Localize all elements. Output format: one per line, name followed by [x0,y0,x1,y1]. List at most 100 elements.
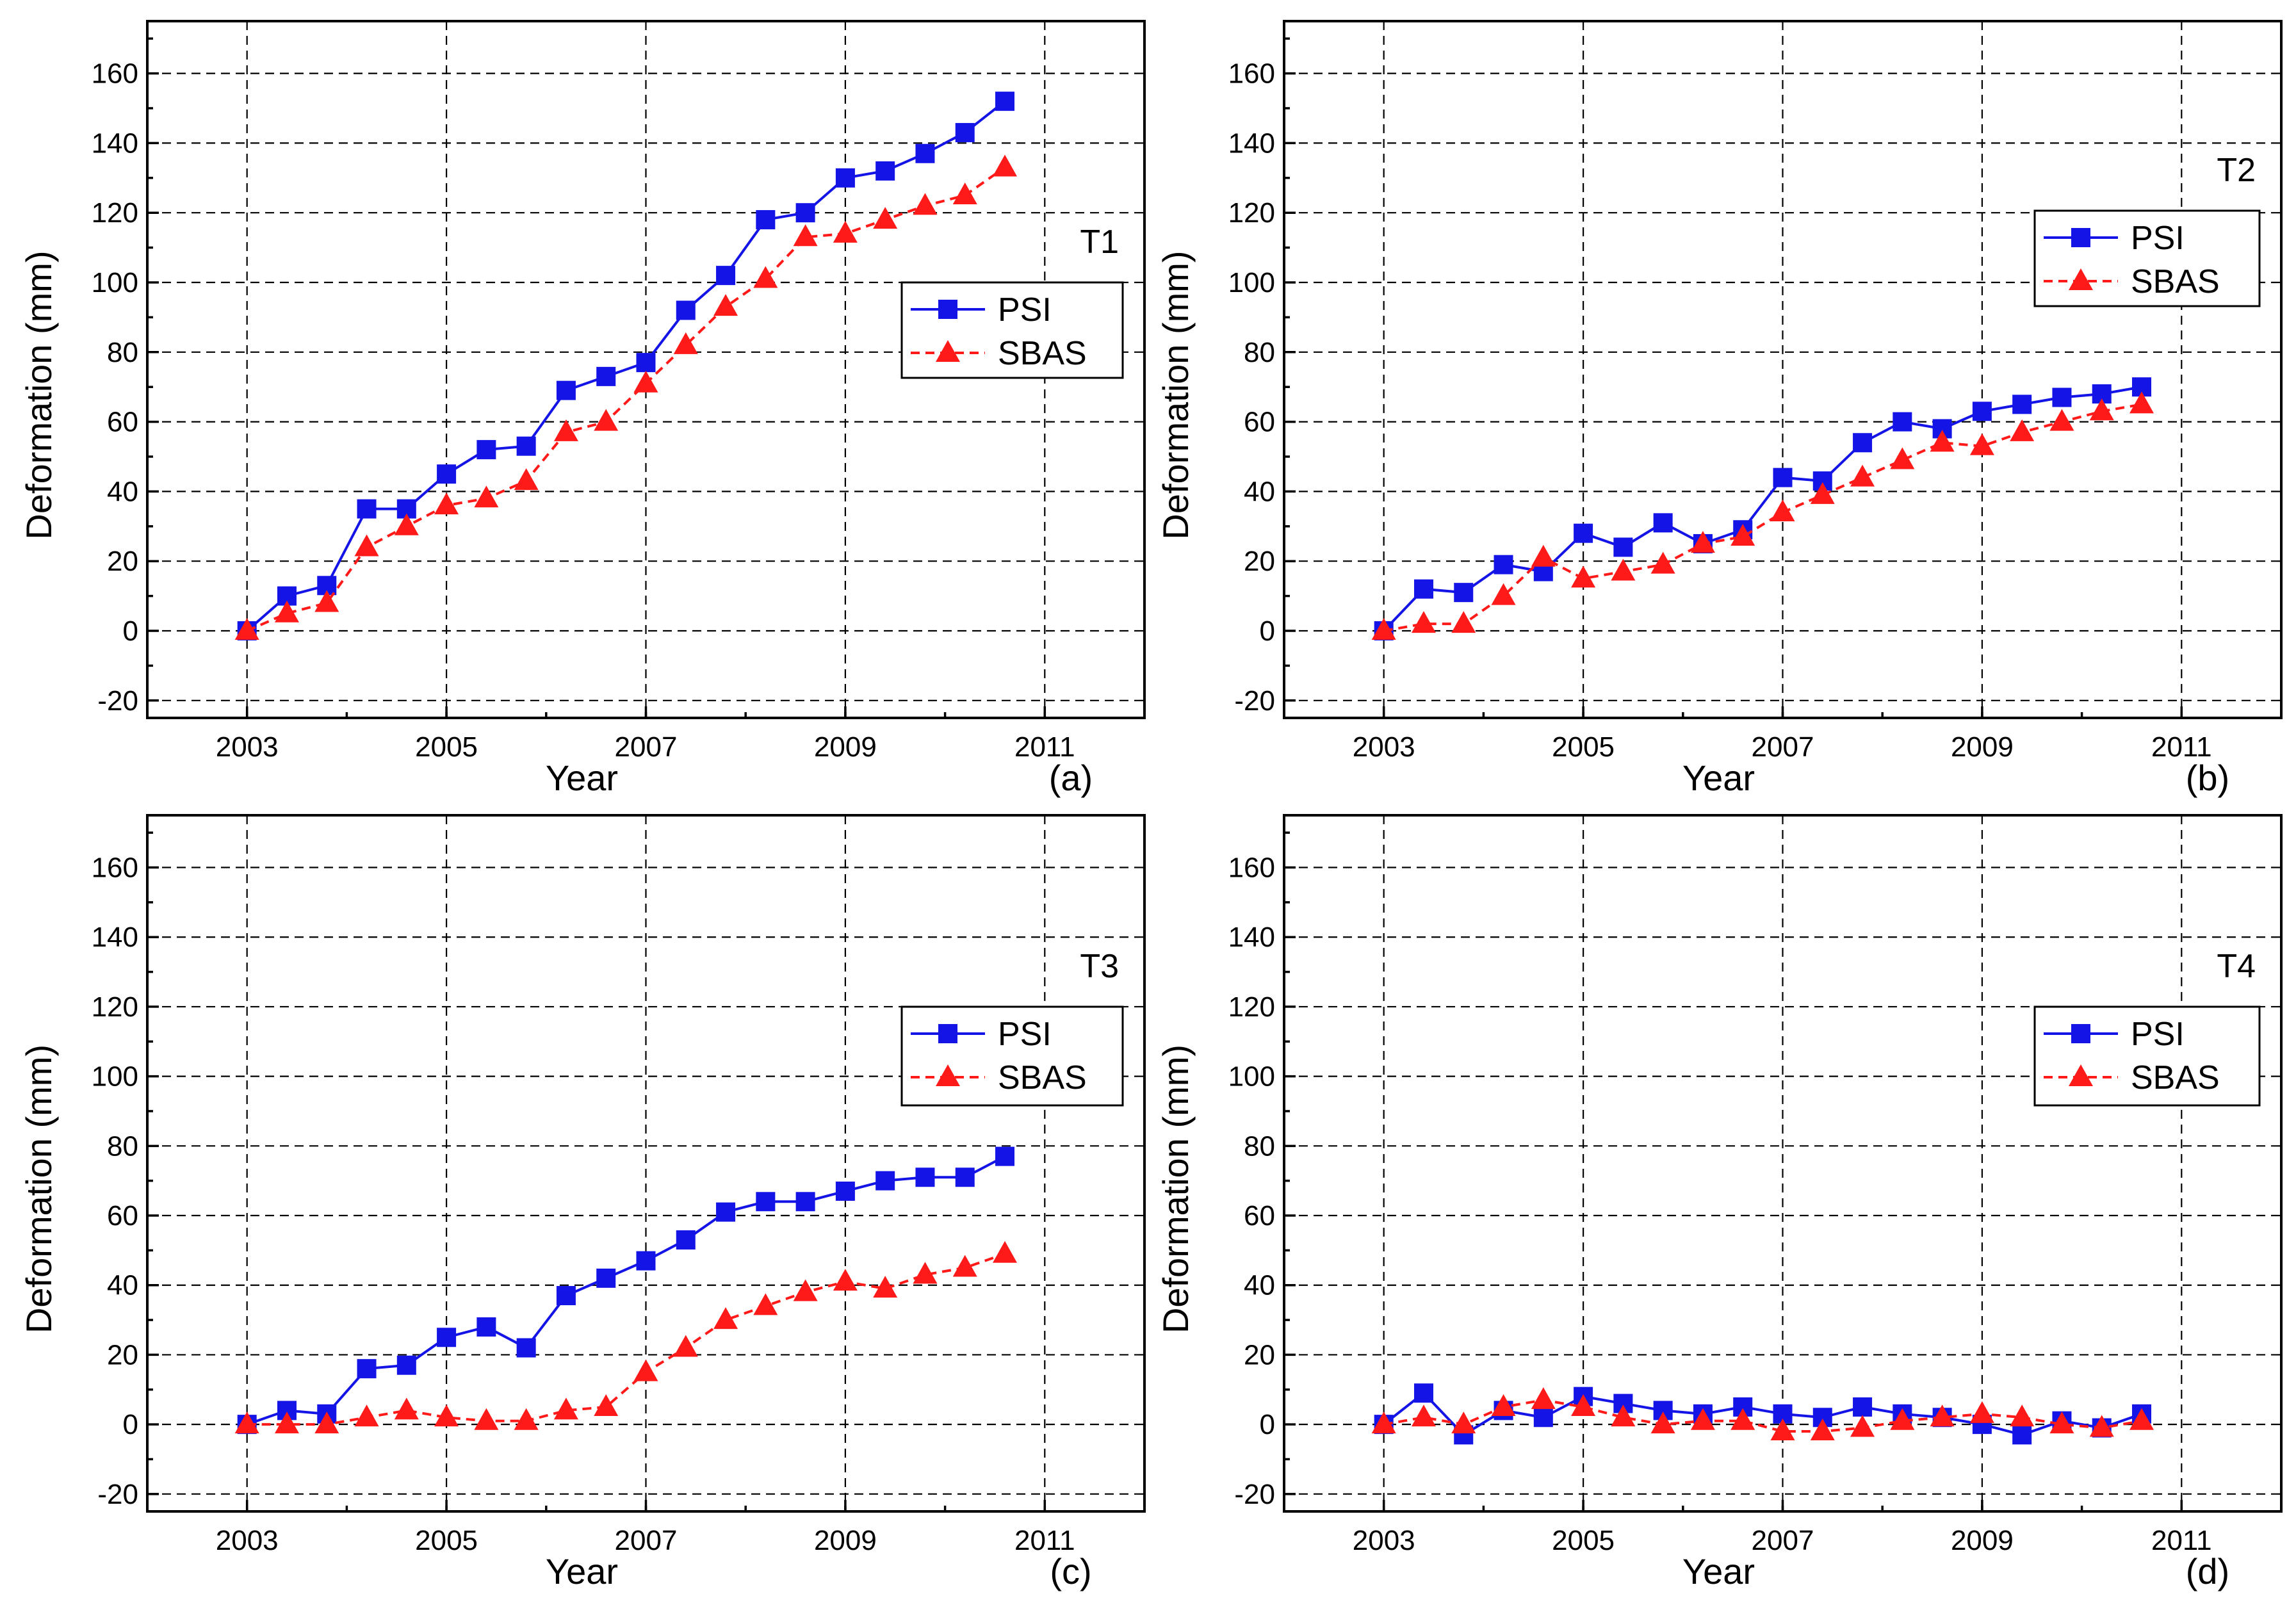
data-point-sbas [952,1255,977,1277]
legend: PSI SBAS [2033,209,2261,307]
data-point-psi [556,380,576,400]
y-tick-label: -20 [1234,1479,1275,1510]
data-point-sbas [354,534,379,557]
data-point-sbas [1969,1401,1994,1423]
data-point-psi [2052,387,2072,407]
y-tick-label: 80 [1244,337,1275,368]
y-tick-label: 100 [1228,1061,1275,1093]
y-tick-label: 0 [123,615,138,647]
data-point-sbas [1770,1418,1795,1440]
y-tick-label: 60 [1244,407,1275,438]
legend: PSI SBAS [2033,1005,2261,1107]
x-axis-title: Year [546,1551,618,1591]
data-point-psi [915,143,935,163]
data-point-sbas [913,1262,938,1284]
data-point-psi [1853,433,1873,453]
data-point-sbas [873,1276,898,1298]
data-point-psi [1653,513,1673,533]
data-point-sbas [673,332,698,354]
data-point-sbas [993,154,1018,177]
y-tick-label: 40 [107,1270,138,1301]
data-point-psi [875,161,895,181]
y-tick-label: 80 [107,337,138,368]
legend-label-psi: PSI [2131,220,2185,257]
y-tick-label: 160 [1228,852,1275,884]
y-tick-label: 140 [1228,127,1275,159]
y-tick-label: 140 [92,922,138,953]
panel-t2: 2003 2005 2007 2009 2011 -20 0 20 40 60 80 100 120 14… [1155,20,2283,798]
data-point-psi [835,1181,855,1201]
y-tick-label: 20 [1244,546,1275,577]
data-point-psi [995,1146,1015,1166]
legend-box [2033,209,2261,307]
data-point-psi [915,1167,935,1187]
data-point-sbas [1491,1394,1516,1416]
y-tick-label: 160 [92,852,138,884]
data-point-psi [1972,402,1992,421]
data-point-psi [1494,555,1513,574]
y-tick-label: 40 [1244,1270,1275,1301]
y-tick-label: -20 [97,685,138,717]
panel-t3: 2003 2005 2007 2009 2011 -20 0 20 40 60 80 100 120 14… [19,814,1146,1591]
panel-t1: 2003 2005 2007 2009 2011 -20 0 20 40 60 80 100 120 14… [19,20,1146,798]
y-tick-label: 60 [107,1200,138,1232]
legend-label-sbas: SBAS [998,335,1087,372]
data-point-psi [995,92,1015,111]
data-point-sbas [1531,544,1556,567]
series-sbas [234,154,1018,640]
data-point-sbas [1611,558,1636,581]
data-point-psi [1533,1408,1553,1428]
legend-marker-sbas [936,340,960,362]
data-point-psi [756,1192,776,1212]
data-point-psi [1413,1383,1433,1403]
y-axis-title: Deformation (mm) [19,250,59,539]
data-point-sbas [594,409,619,431]
data-point-sbas [1531,1387,1556,1410]
x-tick-label: 2007 [1752,731,1814,763]
legend-marker-psi [2071,1024,2090,1043]
x-tick-label: 2009 [814,1525,877,1556]
data-point-sbas [434,1404,459,1427]
data-point-sbas [633,370,658,393]
legend-label-sbas: SBAS [2131,1059,2220,1096]
x-tick-label: 2011 [1014,1525,1075,1556]
panel-title: T1 [1080,224,1119,261]
y-tick-label: 100 [92,267,138,298]
series-psi [1374,1383,2152,1445]
data-point-sbas [993,1241,1018,1263]
data-point-psi [357,499,377,519]
y-tick-label: 80 [107,1130,138,1162]
series-psi [1374,377,2152,640]
grid [147,815,1144,1511]
data-point-sbas [1451,611,1476,633]
data-point-psi [955,123,975,143]
x-tick-label: 2005 [415,1525,478,1556]
x-tick-label: 2003 [216,731,279,763]
data-point-sbas [1650,551,1675,574]
data-point-psi [676,1230,696,1250]
legend-marker-psi [2071,228,2090,247]
y-tick-label: -20 [97,1479,138,1510]
data-point-sbas [1491,583,1516,605]
x-tick-label: 2003 [1353,1525,1415,1556]
grid [1284,21,2281,718]
y-tick-label: 80 [1244,1130,1275,1162]
series-sbas [1371,391,2154,640]
x-axis-title: Year [1682,1551,1755,1591]
data-point-sbas [514,468,539,491]
data-point-psi [1893,412,1912,432]
data-point-sbas [594,1394,619,1416]
data-point-sbas [1611,1404,1636,1427]
data-point-psi [357,1359,377,1379]
x-tick-label: 2009 [1951,731,2014,763]
y-tick-label: 20 [107,546,138,577]
data-point-sbas [474,485,499,508]
x-tick-label: 2007 [615,731,678,763]
data-point-sbas [1930,1404,1955,1427]
x-tick-label: 2007 [1752,1525,1814,1556]
data-point-psi [516,1338,536,1358]
x-tick-label: 2003 [1353,731,1415,763]
data-point-psi [2012,395,2032,414]
y-tick-label: 60 [107,407,138,438]
data-point-sbas [314,590,339,612]
